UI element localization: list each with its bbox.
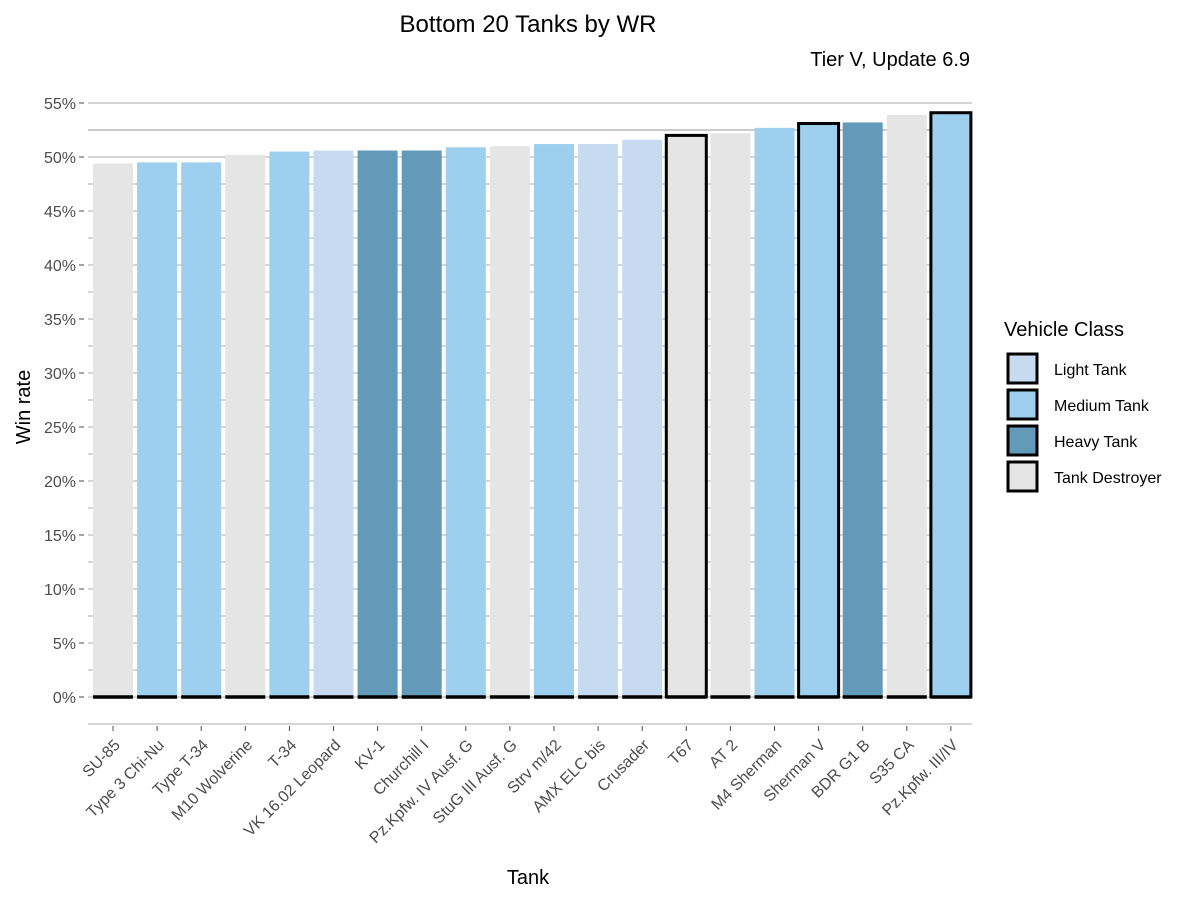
legend-swatch	[1006, 424, 1039, 457]
bar	[622, 139, 663, 698]
y-tick-label: 15%	[44, 528, 76, 545]
bar	[534, 144, 574, 698]
x-tick-label: Pz.Kpfw. III/IV	[879, 737, 962, 820]
legend-swatch	[1006, 388, 1039, 421]
y-tick-label: 0%	[53, 690, 76, 707]
legend-swatch	[1006, 352, 1039, 385]
bar	[664, 133, 708, 699]
chart-title: Bottom 20 Tanks by WR	[400, 11, 657, 38]
x-tick-label: Type 3 Chi-Nu	[84, 737, 168, 821]
bar	[489, 146, 530, 697]
bar	[225, 154, 266, 698]
y-tick-label: 55%	[44, 96, 76, 113]
x-tick-label: AT 2	[706, 737, 741, 772]
y-tick-label: 30%	[44, 366, 76, 383]
bar	[445, 147, 486, 697]
bar	[269, 151, 310, 698]
y-tick-label: 25%	[44, 420, 76, 437]
legend-entry-label: Heavy Tank	[1054, 434, 1138, 451]
bar	[401, 150, 442, 697]
bar	[842, 122, 883, 697]
y-tick-label: 50%	[44, 150, 76, 167]
legend-entry-label: Tank Destroyer	[1054, 470, 1162, 487]
bar	[710, 133, 751, 698]
bar	[886, 114, 927, 697]
bar	[93, 163, 133, 698]
legend: Vehicle Class Light Tank Medium Tank Heavy…	[1004, 319, 1162, 493]
legend-entry-label: Medium Tank	[1054, 398, 1150, 415]
x-axis-label: Tank	[507, 867, 550, 889]
legend-entry-label: Light Tank	[1054, 362, 1128, 379]
y-axis-label: Win rate	[13, 370, 35, 444]
y-tick-label: 45%	[44, 204, 76, 221]
x-tick-label: T-34	[266, 737, 301, 772]
y-tick-label: 20%	[44, 474, 76, 491]
y-axis-ticks: 0% 5% 10% 15% 20% 25% 30% 35% 40% 45% 50% 55%	[44, 96, 84, 707]
x-tick-label: KV-1	[352, 737, 389, 774]
bar	[313, 150, 354, 697]
bar	[357, 150, 398, 697]
chart-subtitle: Tier V, Update 6.9	[810, 49, 970, 71]
bar	[137, 162, 178, 697]
legend-swatch	[1006, 460, 1039, 493]
bar	[929, 111, 973, 699]
y-tick-label: 35%	[44, 312, 76, 329]
y-tick-label: 40%	[44, 258, 76, 275]
bar	[578, 144, 619, 698]
legend-title: Vehicle Class	[1004, 319, 1124, 341]
bars	[93, 111, 973, 699]
bar	[754, 127, 795, 698]
x-tick-label: T67	[666, 737, 698, 769]
y-tick-label: 10%	[44, 582, 76, 599]
y-tick-label: 5%	[53, 636, 76, 653]
bar	[181, 162, 222, 697]
bar	[797, 122, 841, 699]
x-tick-label: M10 Wolverine	[169, 737, 256, 824]
